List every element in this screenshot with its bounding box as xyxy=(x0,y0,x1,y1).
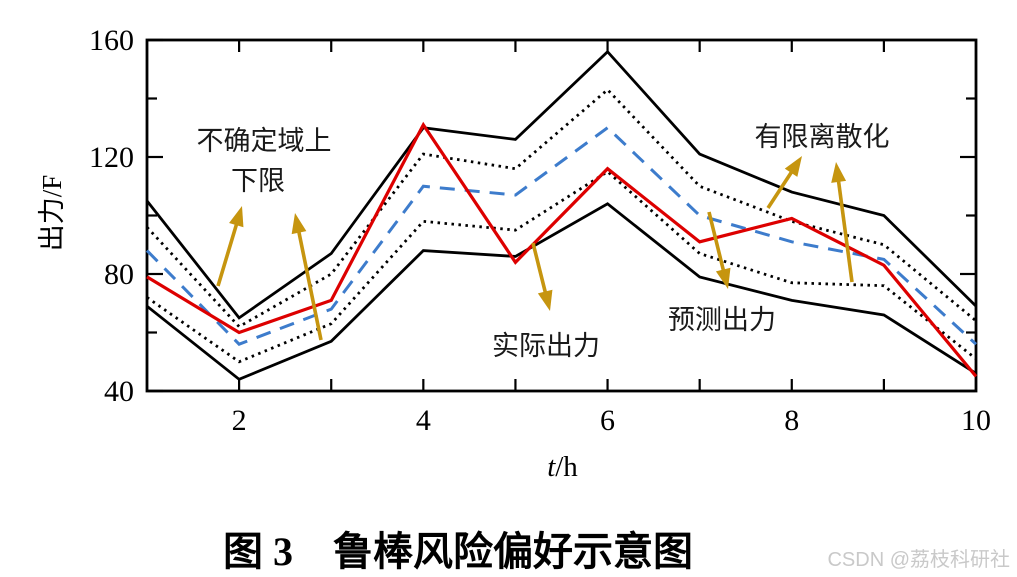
predicted-output-label-arrow-0-head xyxy=(715,267,731,289)
x-tick-label: 2 xyxy=(232,404,247,437)
discretization-lower-line xyxy=(146,169,977,364)
actual-output-line xyxy=(146,121,978,378)
y-tick-label: 120 xyxy=(89,141,134,174)
finite-discretization-label-arrow-1-shaft xyxy=(836,178,854,283)
y-tick-label: 80 xyxy=(104,258,134,291)
finite-discretization-label-arrow-1-head xyxy=(831,162,847,183)
y-tick-label: 160 xyxy=(89,24,134,57)
discretization-upper-line xyxy=(145,87,977,329)
x-axis-title: t/h xyxy=(547,451,578,483)
finite-discretization-label-arrow-0-head xyxy=(784,156,802,177)
uncertainty-bounds-label-arrow-0-head xyxy=(229,206,244,228)
y-tick-label: 40 xyxy=(104,375,134,408)
x-tick-label: 6 xyxy=(600,404,615,437)
x-tick-label: 10 xyxy=(961,404,991,437)
watermark: CSDN @荔枝科研社 xyxy=(827,549,1010,571)
uncertainty-bounds-label: 不确定域上下限 xyxy=(197,126,332,196)
predicted-output-label-arrow-0-shaft xyxy=(707,211,726,273)
finite-discretization-label: 有限离散化 xyxy=(755,122,890,152)
predicted-output-label: 预测出力 xyxy=(668,305,776,335)
uncertainty-bounds-label-arrow-0-shaft xyxy=(216,221,239,287)
plot-frame xyxy=(145,38,978,393)
uncertainty-bounds-label-arrow-1-head xyxy=(291,213,307,235)
actual-output-label-arrow-0-shaft xyxy=(531,242,548,295)
uncertainty-lower-bound-line xyxy=(146,202,977,381)
figure-caption: 图 3 鲁棒风险偏好示意图 xyxy=(223,529,693,574)
x-tick-label: 4 xyxy=(416,404,431,437)
x-tick-label: 8 xyxy=(784,404,799,437)
uncertainty-upper-bound-line xyxy=(145,49,977,320)
predicted-output-line xyxy=(145,125,978,346)
finite-discretization-label-arrow-0-shaft xyxy=(766,169,795,209)
actual-output-label-arrow-0-head xyxy=(537,289,553,311)
uncertainty-bounds-label-arrow-1-shaft xyxy=(296,229,323,341)
actual-output-label: 实际出力 xyxy=(492,331,600,361)
y-axis-title: 出力/F xyxy=(37,175,67,252)
